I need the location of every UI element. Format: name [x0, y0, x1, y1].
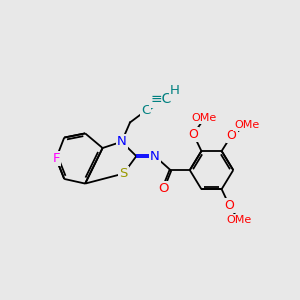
Text: O: O	[158, 182, 168, 195]
Text: OMe: OMe	[192, 113, 217, 124]
Text: OMe: OMe	[234, 121, 260, 130]
Text: N: N	[117, 135, 127, 148]
Text: C: C	[141, 104, 150, 117]
Text: S: S	[119, 167, 128, 180]
Text: N: N	[150, 150, 160, 163]
Text: O: O	[188, 128, 198, 141]
Text: O: O	[227, 129, 237, 142]
Text: H: H	[170, 84, 180, 97]
Text: O: O	[224, 199, 234, 212]
Text: ≡C: ≡C	[151, 92, 172, 106]
Text: F: F	[52, 152, 60, 165]
Text: OMe: OMe	[226, 215, 251, 225]
